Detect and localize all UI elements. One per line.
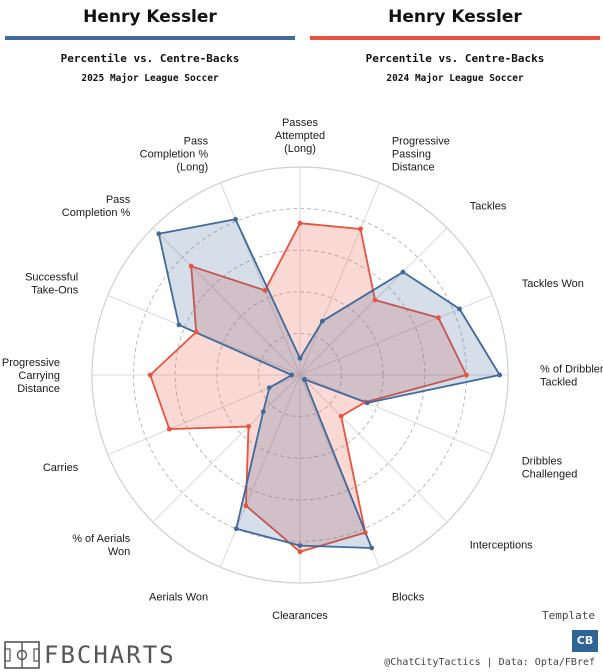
axis-label: % of Dribblers Tackled: [540, 364, 603, 389]
data-point-2025: [260, 409, 266, 415]
data-point-2024: [147, 372, 153, 378]
data-point-2024: [372, 297, 378, 303]
data-point-2025: [289, 372, 295, 378]
data-point-2025: [369, 545, 375, 551]
data-point-2024: [297, 220, 303, 226]
radar-spoke: [219, 182, 301, 376]
template-label: Template: [542, 609, 595, 622]
data-point-2024: [166, 426, 172, 432]
data-point-2025: [233, 216, 238, 222]
radar-spoke: [219, 374, 301, 568]
data-point-2025: [297, 543, 303, 548]
radar-spoke: [299, 182, 381, 376]
season-2025: 2025 Major League Soccer: [81, 73, 219, 84]
axis-label: Successful Take-Ons: [25, 272, 79, 297]
axis-label: Aerials Won: [149, 592, 208, 604]
data-point-2024: [338, 413, 344, 419]
player-name-2025: Henry Kessler: [83, 7, 217, 27]
radar-spoke: [152, 374, 301, 523]
pitch-icon: [4, 641, 40, 669]
data-point-2024: [464, 372, 469, 378]
axis-label: Pass Completion %: [62, 194, 131, 219]
axis-label: Progressive Passing Distance: [392, 135, 450, 173]
data-point-2024: [243, 503, 249, 509]
series-color-bar-2025: [5, 36, 295, 40]
data-point-2025: [319, 318, 325, 324]
axis-label: Passes Attempted (Long): [275, 117, 325, 155]
axis-label: Clearances: [272, 610, 328, 622]
axis-label: Progressive Carrying Distance: [2, 357, 60, 395]
credits: @ChatCityTactics | Data: Opta/FBref: [384, 657, 595, 668]
player-name-2024: Henry Kessler: [388, 7, 522, 27]
fbcharts-logo: FBCHARTS: [4, 640, 176, 670]
subtitle-2025: Percentile vs. Centre-Backs: [60, 52, 240, 65]
axis-label: Interceptions: [470, 540, 533, 552]
header-2025: Henry Kessler Percentile vs. Centre-Back…: [5, 0, 295, 84]
data-point-2025: [364, 400, 370, 406]
radar-spoke: [299, 374, 493, 456]
data-point-2025: [297, 355, 303, 361]
axis-label: Tackles: [470, 200, 507, 212]
data-point-2025: [233, 526, 239, 532]
series-color-bar-2024: [310, 36, 600, 40]
data-point-2024: [297, 549, 303, 555]
subtitle-2024: Percentile vs. Centre-Backs: [365, 52, 545, 65]
data-point-2025: [497, 372, 503, 378]
data-point-2025: [302, 377, 307, 382]
data-point-2024: [193, 329, 199, 335]
axis-label: Pass Completion % (Long): [140, 135, 209, 173]
radar-spoke: [299, 374, 448, 523]
data-point-2024: [362, 530, 368, 535]
data-point-2024: [358, 226, 363, 232]
data-point-2025: [457, 306, 462, 312]
data-point-2025: [400, 269, 406, 275]
axis-label: Carries: [43, 462, 79, 474]
season-2024: 2024 Major League Soccer: [386, 73, 524, 84]
radar-spoke: [152, 227, 301, 376]
axis-label: Tackles Won: [522, 278, 584, 290]
data-point-2025: [266, 385, 272, 391]
data-point-2024: [188, 263, 194, 269]
data-point-2024: [435, 315, 441, 321]
data-point-2024: [262, 288, 268, 293]
axis-label: % of Aerials Won: [72, 533, 131, 558]
data-point-2025: [176, 322, 182, 328]
data-point-2024: [246, 424, 251, 429]
data-point-2025: [156, 231, 162, 237]
header-2024: Henry Kessler Percentile vs. Centre-Back…: [310, 0, 600, 84]
position-badge: CB: [572, 630, 598, 652]
axis-label: Dribbles Challenged: [522, 455, 578, 480]
axis-label: Blocks: [392, 592, 425, 604]
logo-text: FBCHARTS: [44, 641, 176, 669]
